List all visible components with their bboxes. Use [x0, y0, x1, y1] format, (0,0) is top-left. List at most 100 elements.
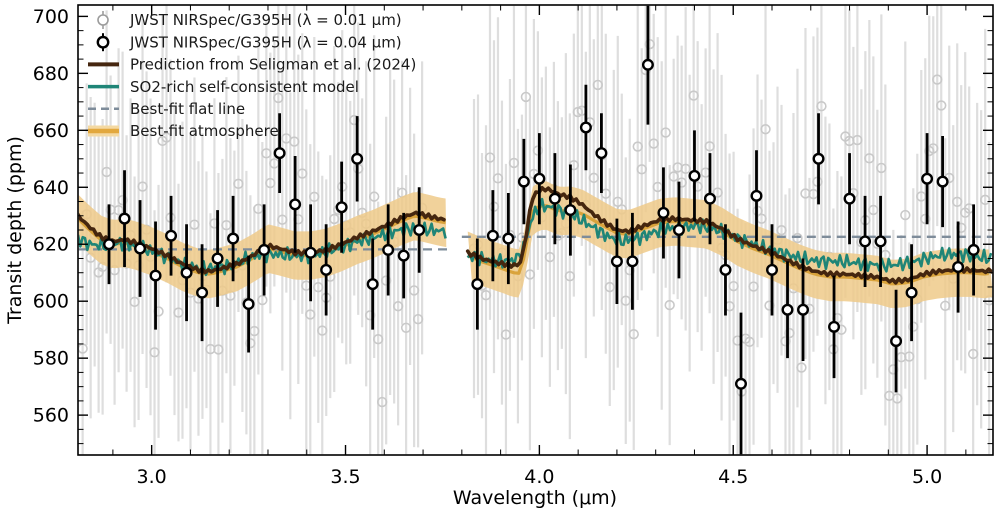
- unbinned-point: [967, 348, 979, 360]
- legend-item: Prediction from Seligman et al. (2024): [88, 56, 416, 74]
- unbinned-point: [233, 178, 244, 190]
- y-tick-label: 680: [33, 63, 69, 85]
- binned-point: [766, 263, 779, 276]
- legend-item: JWST NIRSpec/G395H (λ = 0.04 μm): [96, 33, 402, 51]
- binned-point: [967, 243, 980, 256]
- unbinned-point: [892, 393, 903, 404]
- unbinned-point: [660, 127, 671, 138]
- unbinned-point: [936, 100, 947, 111]
- plot-area: [78, 5, 993, 455]
- unbinned-point: [329, 213, 340, 225]
- unbinned-point: [648, 138, 659, 149]
- binned-point: [471, 278, 484, 291]
- unbinned-point: [364, 310, 376, 321]
- unbinned-point: [760, 124, 771, 135]
- unbinned-point: [261, 148, 272, 159]
- unbinned-point: [940, 300, 951, 311]
- unbinned-point: [380, 275, 392, 286]
- unbinned-point: [149, 347, 160, 358]
- unbinned-point: [888, 364, 899, 375]
- x-tick-label: 4.5: [718, 466, 748, 488]
- unbinned-point: [392, 301, 404, 312]
- legend-item-label: Prediction from Seligman et al. (2024): [130, 56, 416, 74]
- unbinned-point: [480, 290, 492, 301]
- unbinned-point: [816, 101, 827, 112]
- binned-point: [936, 175, 949, 188]
- binned-point: [859, 235, 872, 248]
- binned-point: [351, 152, 364, 165]
- binned-point: [196, 286, 209, 299]
- unbinned-point: [668, 171, 679, 182]
- unbinned-point: [277, 214, 288, 225]
- binned-point: [750, 189, 763, 202]
- binned-point: [273, 147, 286, 160]
- binned-point: [781, 303, 794, 316]
- legend-item-label: SO2-rich self-consistent model: [130, 78, 359, 96]
- unbinned-point: [792, 232, 803, 244]
- unbinned-point: [520, 91, 532, 103]
- y-tick-label: 700: [33, 6, 69, 28]
- x-tick-label: 3.5: [330, 466, 360, 488]
- legend-gray-point-icon: [97, 14, 109, 26]
- binned-point: [734, 377, 747, 390]
- unbinned-point: [492, 173, 504, 184]
- binned-point: [703, 192, 716, 205]
- unbinned-point: [245, 338, 256, 349]
- unbinned-point: [273, 92, 284, 104]
- y-tick-label: 560: [33, 405, 69, 427]
- binned-point: [320, 263, 333, 276]
- unbinned-point: [372, 333, 384, 345]
- unbinned-point: [309, 191, 320, 203]
- unbinned-point: [900, 209, 911, 221]
- unbinned-point: [161, 132, 172, 143]
- legend-item-label: JWST NIRSpec/G395H (λ = 0.01 μm): [129, 11, 402, 29]
- binned-point: [548, 192, 561, 205]
- legend: JWST NIRSpec/G395H (λ = 0.01 μm) JWST NIR…: [88, 11, 416, 140]
- unbinned-point: [408, 285, 420, 296]
- binned-point: [517, 175, 530, 188]
- unbinned-point: [524, 269, 536, 280]
- binned-point: [610, 255, 623, 268]
- y-tick-label: 620: [33, 234, 69, 256]
- unbinned-point: [189, 219, 200, 230]
- unbinned-point: [916, 191, 927, 202]
- unbinned-point: [600, 188, 611, 199]
- unbinned-point: [129, 296, 140, 308]
- unbinned-point: [564, 271, 576, 282]
- unbinned-point: [784, 327, 795, 339]
- binned-point: [180, 266, 193, 279]
- unbinned-point: [920, 213, 931, 225]
- unbinned-point: [932, 74, 943, 85]
- binned-point: [289, 198, 302, 211]
- unbinned-point: [764, 300, 775, 311]
- legend-item-label: Best-fit atmosphere: [130, 122, 279, 140]
- y-tick-label: 660: [33, 120, 69, 142]
- unbinned-point: [508, 157, 520, 169]
- unbinned-point: [368, 191, 380, 202]
- unbinned-point: [588, 172, 600, 184]
- unbinned-point: [592, 79, 604, 91]
- legend-item-label: Best-fit flat line: [130, 100, 245, 118]
- unbinned-point: [265, 177, 276, 189]
- binned-point: [641, 58, 654, 71]
- unbinned-point: [632, 141, 643, 152]
- x-tick-label: 5.0: [912, 466, 942, 488]
- binned-point: [382, 243, 395, 256]
- binned-point: [397, 249, 410, 262]
- unbinned-point: [952, 196, 963, 208]
- unbinned-point: [908, 321, 919, 332]
- binned-point: [952, 261, 965, 274]
- unbinned-point: [213, 344, 224, 355]
- y-tick-label: 600: [33, 291, 69, 313]
- unbinned-point: [137, 181, 148, 192]
- binned-point: [828, 320, 841, 333]
- y-axis-label: Transit depth (ppm): [4, 136, 26, 325]
- unbinned-point: [305, 309, 316, 320]
- binned-point: [242, 298, 255, 311]
- binned-point: [812, 152, 825, 165]
- unbinned-point: [604, 281, 615, 293]
- binned-point: [533, 172, 546, 185]
- unbinned-point: [680, 163, 691, 175]
- unbinned-point: [101, 166, 112, 178]
- x-axis-label: Wavelength (μm): [453, 487, 617, 509]
